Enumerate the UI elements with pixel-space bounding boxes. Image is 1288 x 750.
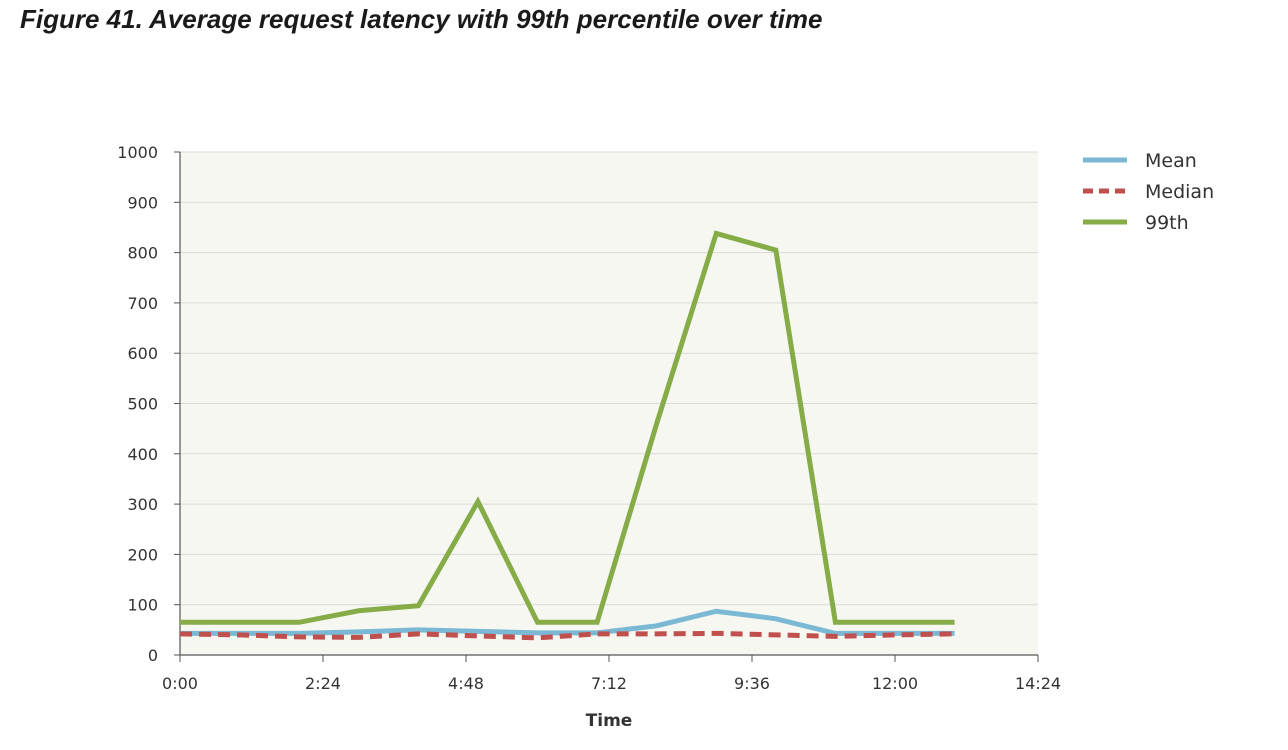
y-tick-labels: 0 100 200 300 400 500 600 700 800 900 1000: [117, 143, 158, 665]
y-tick-label: 400: [127, 445, 158, 464]
data-series: [179, 230, 955, 641]
x-tick-label: 4:48: [448, 674, 484, 693]
series-line-mean: [180, 608, 955, 636]
y-tick-label: 600: [127, 344, 158, 363]
y-tick-label: 200: [127, 545, 158, 564]
x-tick-label: 0:00: [162, 674, 198, 693]
legend-label-99th: 99th: [1145, 212, 1189, 234]
y-tick-label: 300: [127, 495, 158, 514]
y-tick-label: 100: [127, 596, 158, 615]
y-tick-label: 800: [127, 244, 158, 263]
y-tick-label: 1000: [117, 143, 158, 162]
x-tick-label: 12:00: [872, 674, 918, 693]
y-tick-label: 900: [127, 193, 158, 212]
x-tick-label: 9:36: [734, 674, 770, 693]
legend: Mean Median 99th: [1083, 150, 1214, 234]
grid-lines: [174, 151, 1038, 656]
y-tick-label: 500: [127, 395, 158, 414]
legend-label-mean: Mean: [1145, 150, 1197, 172]
legend-label-median: Median: [1145, 181, 1214, 203]
y-tick-label: 0: [148, 646, 158, 665]
figure-caption: Figure 41. Average request latency with …: [20, 4, 823, 34]
x-tick-label: 7:12: [591, 674, 627, 693]
axes: [179, 152, 1039, 662]
x-axis-title: Time: [586, 711, 633, 731]
x-tick-label: 14:24: [1015, 674, 1061, 693]
x-tick-labels: 0:00 2:24 4:48 7:12 9:36 12:00 14:24: [162, 674, 1061, 693]
series-line-99th: [180, 230, 955, 625]
y-tick-label: 700: [127, 294, 158, 313]
x-tick-label: 2:24: [305, 674, 341, 693]
series-line-median: [179, 630, 955, 641]
